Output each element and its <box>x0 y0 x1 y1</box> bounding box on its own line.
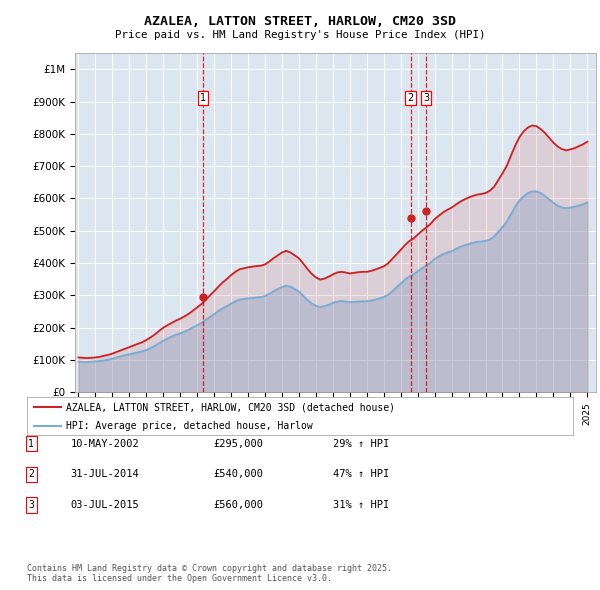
Text: 1: 1 <box>200 93 206 103</box>
Text: 03-JUL-2015: 03-JUL-2015 <box>71 500 140 510</box>
Text: 29% ↑ HPI: 29% ↑ HPI <box>333 439 389 448</box>
Text: Contains HM Land Registry data © Crown copyright and database right 2025.
This d: Contains HM Land Registry data © Crown c… <box>27 563 392 583</box>
Text: £560,000: £560,000 <box>213 500 263 510</box>
Text: £540,000: £540,000 <box>213 470 263 479</box>
Text: 47% ↑ HPI: 47% ↑ HPI <box>333 470 389 479</box>
Text: 2: 2 <box>28 470 34 479</box>
Text: 10-MAY-2002: 10-MAY-2002 <box>71 439 140 448</box>
Text: 2: 2 <box>407 93 413 103</box>
Text: Price paid vs. HM Land Registry's House Price Index (HPI): Price paid vs. HM Land Registry's House … <box>115 30 485 40</box>
Text: 1: 1 <box>28 439 34 448</box>
Text: 31-JUL-2014: 31-JUL-2014 <box>71 470 140 479</box>
Text: AZALEA, LATTON STREET, HARLOW, CM20 3SD (detached house): AZALEA, LATTON STREET, HARLOW, CM20 3SD … <box>67 402 395 412</box>
Text: AZALEA, LATTON STREET, HARLOW, CM20 3SD: AZALEA, LATTON STREET, HARLOW, CM20 3SD <box>144 15 456 28</box>
Text: 3: 3 <box>423 93 429 103</box>
Text: 3: 3 <box>28 500 34 510</box>
Text: 31% ↑ HPI: 31% ↑ HPI <box>333 500 389 510</box>
Text: HPI: Average price, detached house, Harlow: HPI: Average price, detached house, Harl… <box>67 421 313 431</box>
Text: £295,000: £295,000 <box>213 439 263 448</box>
